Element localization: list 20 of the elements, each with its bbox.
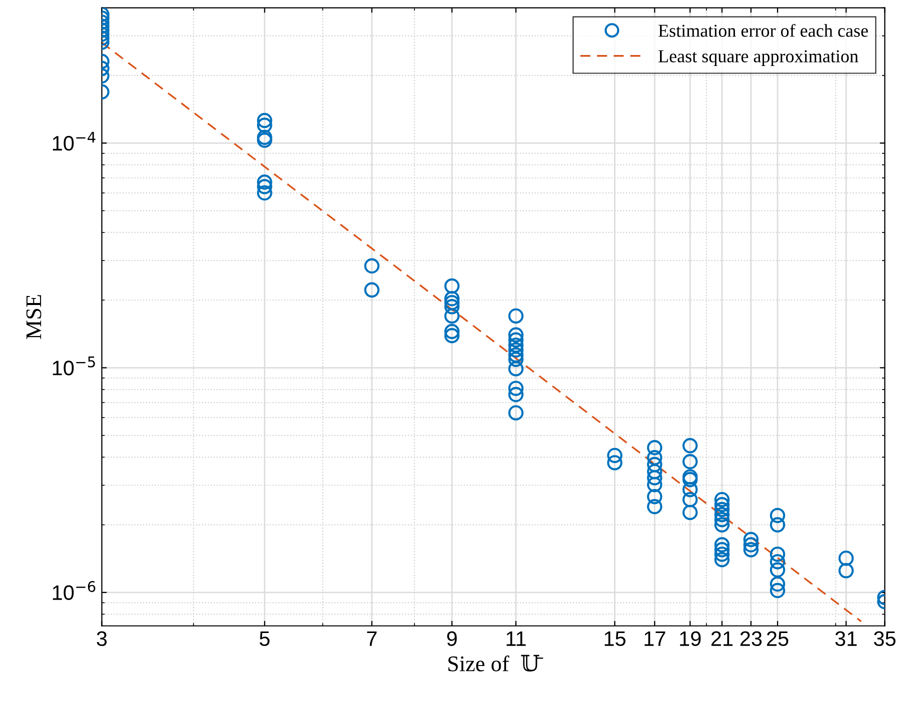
y-tick-label: 10$^{−6}$ (52, 581, 96, 600)
y-axis-title: MSE (26, 295, 42, 340)
x-axis-title: Size of 𝕌̄ (448, 654, 544, 672)
x-tick-label: 31 (835, 631, 857, 646)
x-tick-label: 19 (680, 631, 701, 646)
x-tick-label: 21 (711, 631, 733, 646)
x-tick-label: 11 (506, 632, 526, 646)
x-tick-label: 3 (96, 631, 107, 646)
x-tick-label: 9 (447, 631, 457, 646)
y-tick-label: 10$^{−4}$ (52, 132, 96, 151)
x-tick-label: 7 (367, 632, 377, 646)
legend-label: Least square approximation (658, 50, 858, 66)
x-tick-label: 23 (740, 631, 762, 646)
x-tick-label: 17 (644, 632, 666, 646)
y-tick-label: 10$^{−5}$ (52, 356, 95, 376)
x-tick-label: 5 (260, 632, 270, 646)
x-tick-label: 35 (874, 631, 896, 646)
x-tick-label: 15 (604, 632, 626, 646)
x-tick-label: 25 (767, 631, 788, 646)
legend-label: Estimation error of each case (658, 24, 868, 37)
